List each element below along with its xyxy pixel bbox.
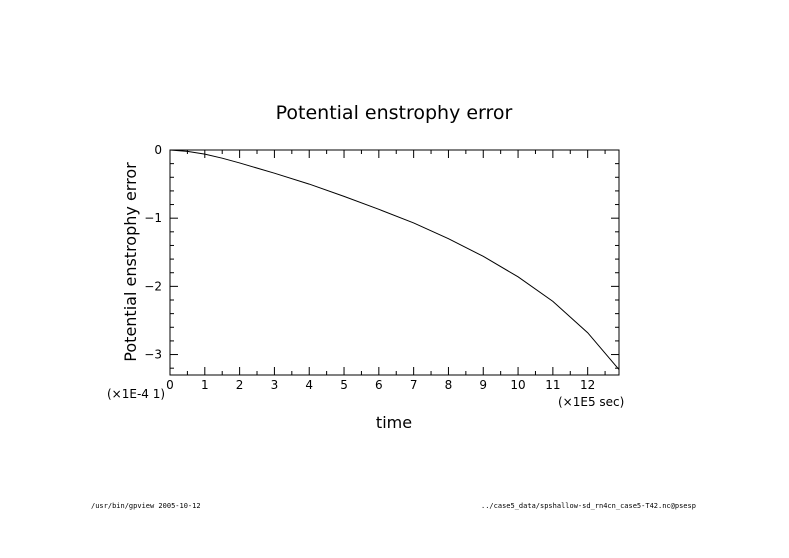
x-tick-label: 2 — [236, 378, 244, 392]
x-axis-label: time — [376, 413, 412, 432]
y-tick-label: −1 — [144, 211, 162, 225]
x-tick-label: 9 — [479, 378, 487, 392]
x-tick-label: 0 — [166, 378, 174, 392]
y-axis-tick-labels: 0 −1 −2 −3 — [144, 143, 162, 362]
x-axis-ticks — [169, 150, 606, 375]
y-axis-ticks — [170, 149, 619, 369]
x-tick-label: 1 — [201, 378, 209, 392]
series-line — [169, 149, 620, 370]
x-axis-unit: (×1E5 sec) — [558, 395, 624, 409]
footer-left: /usr/bin/gpview 2005-10-12 — [91, 502, 201, 510]
x-tick-label: 12 — [580, 378, 595, 392]
x-tick-label: 8 — [445, 378, 453, 392]
y-tick-label: 0 — [154, 143, 162, 157]
x-tick-label: 4 — [305, 378, 313, 392]
y-tick-label: −3 — [144, 348, 162, 362]
y-axis-unit: (×1E-4 1) — [107, 387, 165, 401]
plot-frame — [169, 149, 620, 376]
x-tick-label: 11 — [545, 378, 560, 392]
x-tick-label: 3 — [271, 378, 279, 392]
footer-right: ../case5_data/spshallow-sd_rn4cn_case5-T… — [481, 502, 696, 510]
chart-title: Potential enstrophy error — [276, 102, 513, 124]
x-tick-label: 6 — [375, 378, 383, 392]
y-axis-label: Potential enstrophy error — [121, 162, 140, 362]
x-tick-label: 5 — [340, 378, 348, 392]
x-tick-label: 10 — [510, 378, 525, 392]
x-tick-label: 7 — [410, 378, 418, 392]
x-axis-tick-labels: 0 1 2 3 4 5 6 7 8 9 10 11 12 — [166, 378, 595, 392]
y-tick-label: −2 — [144, 279, 162, 293]
